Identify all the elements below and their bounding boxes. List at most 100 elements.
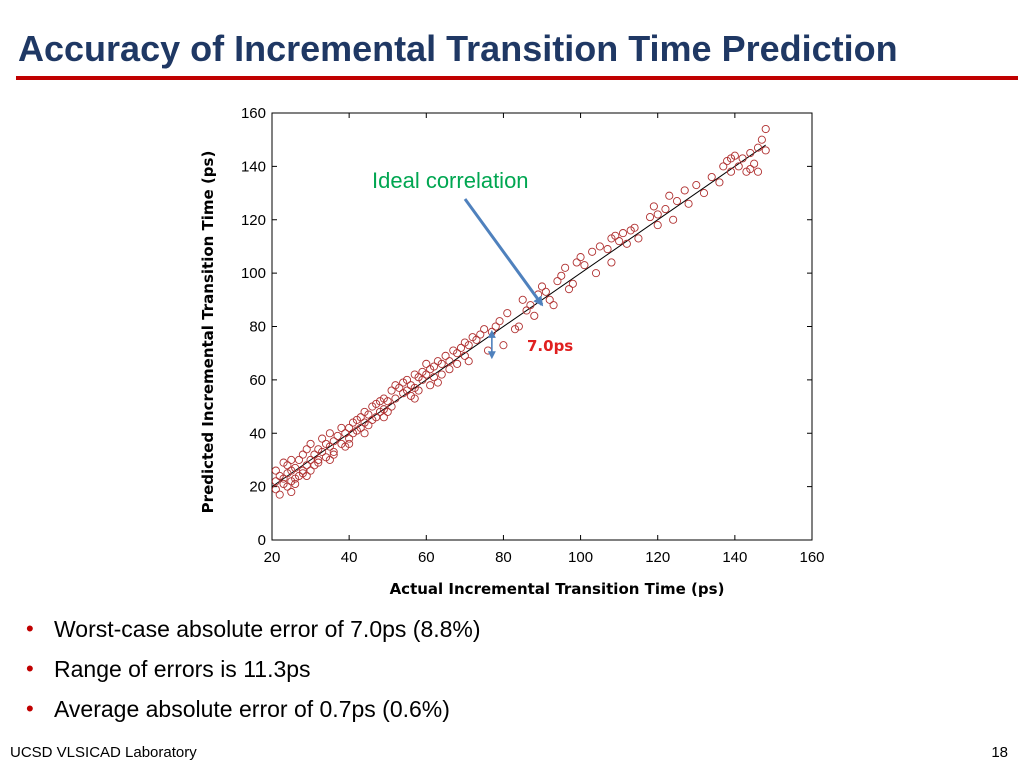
data-point [325,455,334,464]
data-point [746,148,755,158]
y-axis-title: Predicted Incremental Transition Time (p… [199,151,217,514]
tick-marks [271,112,813,541]
data-point [283,461,292,470]
data-point [302,461,311,470]
data-point [422,359,431,368]
data-point [383,397,392,406]
y-tick-label: 80 [249,319,266,336]
data-point [271,485,280,494]
x-tick-label: 60 [418,549,435,566]
bullet-list: • Worst-case absolute error of 7.0ps (8.8… [26,614,481,734]
data-point [387,402,396,411]
data-point [537,282,547,291]
data-point [298,450,307,459]
data-point [437,370,446,379]
data-point [426,381,435,390]
bullet-text: Range of errors is 11.3ps [54,656,311,682]
y-tick-label: 100 [241,265,266,282]
data-point [661,205,670,214]
data-point [553,277,562,286]
data-point [719,162,728,171]
data-point [472,335,481,344]
data-point [402,386,412,395]
data-point [746,164,755,174]
tick-labels: 20 40 60 80 100 120 140 16002040608010012014016… [241,105,825,566]
data-point [561,263,570,272]
data-point [588,247,597,256]
data-point [437,359,446,368]
data-point [402,375,412,384]
data-point [530,311,539,320]
data-point [545,295,554,304]
data-point [476,330,485,339]
x-tick-label: 160 [799,549,824,566]
data-point [337,423,346,432]
data-point [753,167,763,176]
data-point [314,455,323,464]
data-point [287,487,296,497]
data-point [306,466,315,475]
bullet-dot-icon: • [26,656,34,681]
data-point [306,455,315,464]
data-point [665,191,674,200]
data-point [464,341,473,350]
max-error-label: 7.0ps [527,337,573,355]
data-point [726,167,736,176]
data-point [453,359,462,368]
bullet-text: Worst-case absolute error of 7.0ps (8.8%… [54,616,481,642]
data-point [298,466,307,475]
data-point [422,370,431,379]
data-point [445,365,454,374]
data-point [294,455,304,464]
y-tick-label: 120 [241,212,266,229]
data-point [329,450,338,459]
data-point [364,421,373,430]
data-point [738,154,747,163]
x-tick-label: 20 [264,549,281,566]
data-point [699,189,709,198]
data-point [580,261,589,270]
ideal-correlation-label: Ideal correlation [372,168,529,193]
data-point [395,383,404,392]
data-point [726,154,736,163]
y-tick-label: 20 [249,479,266,496]
plot-area-box [271,112,813,541]
data-point [356,413,365,422]
data-point [480,325,489,334]
data-point [630,223,639,232]
data-point [314,458,323,467]
data-point [283,482,292,491]
plot-frame [271,112,813,541]
data-point [549,301,558,310]
data-point [618,229,628,238]
data-point [510,325,520,334]
data-point [672,197,682,206]
data-point [445,357,454,366]
data-point [564,285,574,294]
data-point [734,162,743,171]
data-point [557,271,566,280]
data-point [325,429,334,438]
data-point [387,386,396,395]
data-point [372,413,381,422]
data-point [329,437,338,446]
data-point [622,239,631,248]
data-point [603,245,612,254]
data-point [345,434,354,443]
data-point [615,237,624,246]
bullet-item: • Average absolute error of 0.7ps (0.6%) [26,694,481,734]
x-tick-label: 100 [568,549,593,566]
bullet-dot-icon: • [26,696,34,721]
data-point [271,477,280,486]
data-point [453,349,462,358]
annotations-layer [463,198,544,360]
data-point [576,253,585,262]
data-point [275,490,284,499]
data-point [541,287,550,296]
title-underline-rule [16,76,1018,80]
x-tick-label: 80 [495,549,512,566]
data-point [287,455,296,464]
bullet-text: Average absolute error of 0.7ps (0.6%) [54,696,450,722]
data-point [761,146,770,155]
